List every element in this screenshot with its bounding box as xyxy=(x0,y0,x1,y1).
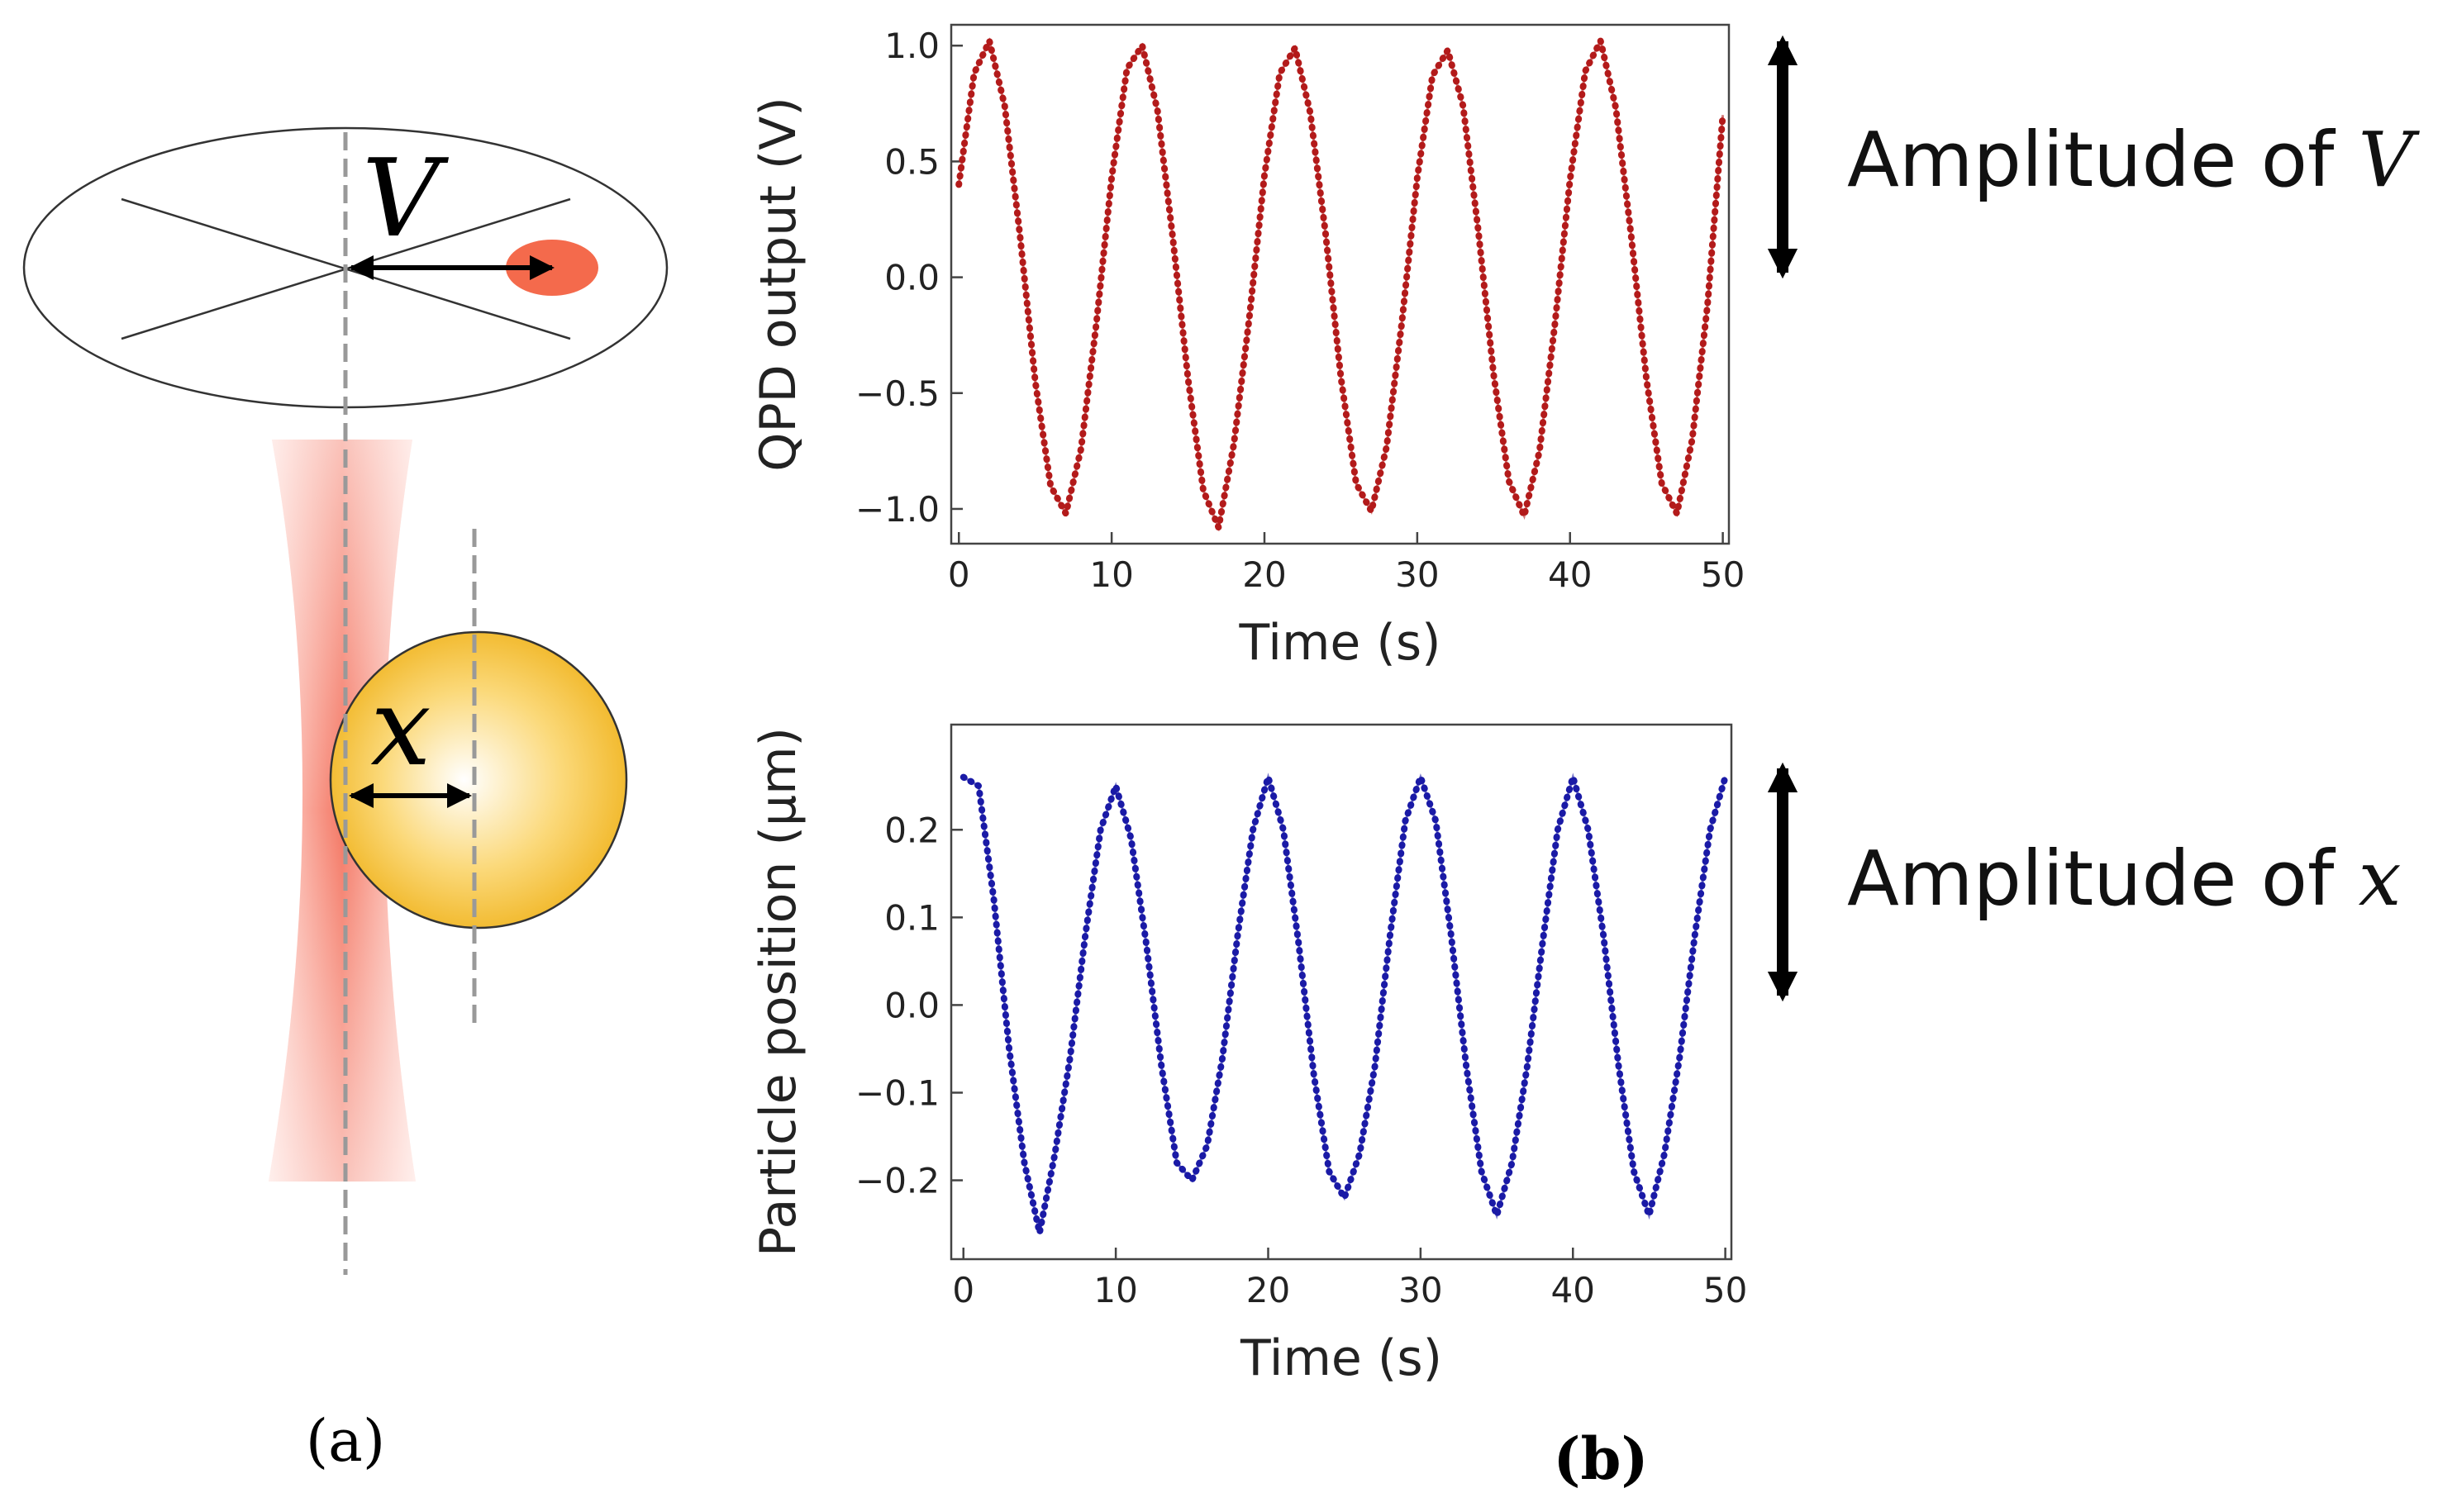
data-line xyxy=(955,37,1726,531)
y-axis-label: QPD output (V) xyxy=(750,97,807,472)
x-tick-label: 50 xyxy=(1703,1270,1747,1310)
data-line-core xyxy=(963,773,1727,1234)
x-tick-label: 30 xyxy=(1398,1270,1442,1310)
x-tick-label: 20 xyxy=(1242,554,1286,595)
amplitude-label: Amplitude of V xyxy=(1847,116,2421,204)
y-tick-label: −0.1 xyxy=(855,1072,940,1113)
y-tick-label: 0.2 xyxy=(884,810,940,850)
y-tick-label: 0.5 xyxy=(884,141,940,182)
data-line-core xyxy=(957,37,1725,532)
amplitude-symbol: x xyxy=(2359,834,2402,923)
panel-label: (a) xyxy=(306,1407,385,1475)
y-tick-label: −0.2 xyxy=(855,1161,940,1201)
panel-label: (b) xyxy=(1553,1424,1648,1493)
amplitude-text: Amplitude of xyxy=(1847,116,2336,204)
y-tick-label: 0.0 xyxy=(884,258,940,298)
amplitude-symbol: V xyxy=(2359,116,2421,204)
plot-frame xyxy=(950,23,1731,545)
x-axis-label: Time (s) xyxy=(1240,1329,1442,1387)
amplitude-text: Amplitude of xyxy=(1847,834,2336,923)
y-tick-label: 0.1 xyxy=(884,897,940,938)
amplitude-label: Amplitude of x xyxy=(1847,834,2402,923)
y-axis-label: Particle position (μm) xyxy=(750,727,807,1257)
x-tick-label: 30 xyxy=(1395,554,1439,595)
y-tick-label: 1.0 xyxy=(884,26,940,66)
y-tick-label: 0.0 xyxy=(884,985,940,1025)
y-tick-label: −1.0 xyxy=(855,489,940,530)
x-tick-label: 20 xyxy=(1246,1270,1290,1310)
chart: −1.0 −0.5 0.0 0.5 1.0 0 10 20 30 40 50 Time (s) QPD … xyxy=(750,23,1745,672)
v-symbol: V xyxy=(362,136,449,261)
y-tick-label: −0.5 xyxy=(855,373,940,414)
x-tick-label: 40 xyxy=(1548,554,1592,595)
diagram: V x (a) (b) xyxy=(22,126,1649,1493)
x-axis-label: Time (s) xyxy=(1239,614,1441,672)
x-tick-label: 10 xyxy=(1089,554,1133,595)
x-tick-label: 10 xyxy=(1093,1270,1137,1310)
x-symbol: x xyxy=(370,664,431,790)
x-tick-label: 50 xyxy=(1701,554,1745,595)
x-tick-label: 40 xyxy=(1551,1270,1595,1310)
chart: −0.2 −0.1 0.0 0.1 0.2 0 10 20 30 40 50 Time (s) Part… xyxy=(750,723,1747,1387)
particle xyxy=(329,630,628,930)
x-tick-label: 0 xyxy=(952,1270,974,1310)
x-tick-label: 0 xyxy=(948,554,970,595)
plot-frame xyxy=(950,723,1733,1261)
